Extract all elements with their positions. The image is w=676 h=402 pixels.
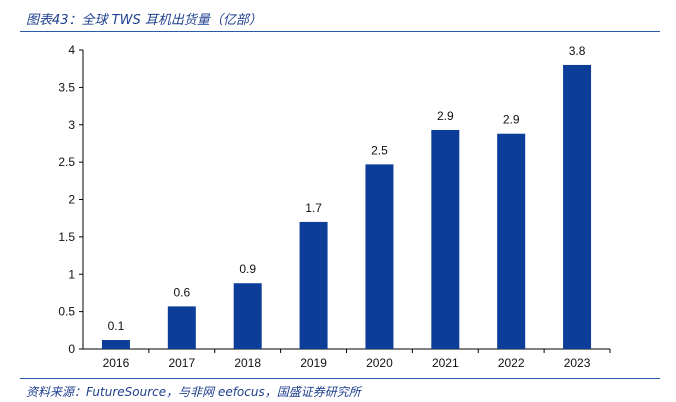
y-tick-label: 0 [68, 342, 75, 356]
data-label-2019: 1.7 [305, 201, 322, 215]
x-tick-label: 2021 [432, 356, 459, 370]
x-tick-label: 2023 [564, 356, 591, 370]
data-label-2016: 0.1 [108, 319, 125, 333]
data-label-2022: 2.9 [503, 113, 520, 127]
source-note: 资料来源：FutureSource，与非网 eefocus，国盛证券研究所 [26, 385, 361, 399]
chart-title: 图表43：全球 TWS 耳机出货量（亿部） [26, 13, 262, 28]
x-tick-label: 2018 [234, 356, 261, 370]
x-tick-label: 2017 [168, 356, 195, 370]
data-label-2018: 0.9 [239, 262, 256, 276]
y-tick-label: 0.5 [58, 305, 75, 319]
bar-2020 [365, 164, 394, 349]
bar-2017 [167, 306, 196, 349]
bar-2018 [233, 283, 262, 349]
data-label-2017: 0.6 [173, 285, 190, 299]
y-tick-label: 2 [68, 193, 75, 207]
bar-2022 [497, 133, 526, 349]
x-tick-label: 2016 [103, 356, 130, 370]
bar-2023 [563, 64, 592, 349]
y-tick-label: 1.5 [58, 230, 75, 244]
y-tick-label: 4 [68, 43, 75, 57]
bar-2016 [101, 340, 130, 349]
bar-2021 [431, 129, 460, 349]
data-label-2023: 3.8 [569, 44, 586, 58]
bottom-rule [20, 378, 660, 379]
data-label-2020: 2.5 [371, 143, 388, 157]
y-tick-label: 2.5 [58, 155, 75, 169]
y-tick-label: 1 [68, 267, 75, 281]
x-tick-label: 2019 [300, 356, 327, 370]
y-tick-label: 3 [68, 118, 75, 132]
top-rule [20, 31, 660, 32]
bar-2019 [299, 221, 328, 349]
y-tick-label: 3.5 [58, 80, 75, 94]
x-tick-label: 2022 [498, 356, 525, 370]
data-label-2021: 2.9 [437, 109, 454, 123]
x-tick-label: 2020 [366, 356, 393, 370]
